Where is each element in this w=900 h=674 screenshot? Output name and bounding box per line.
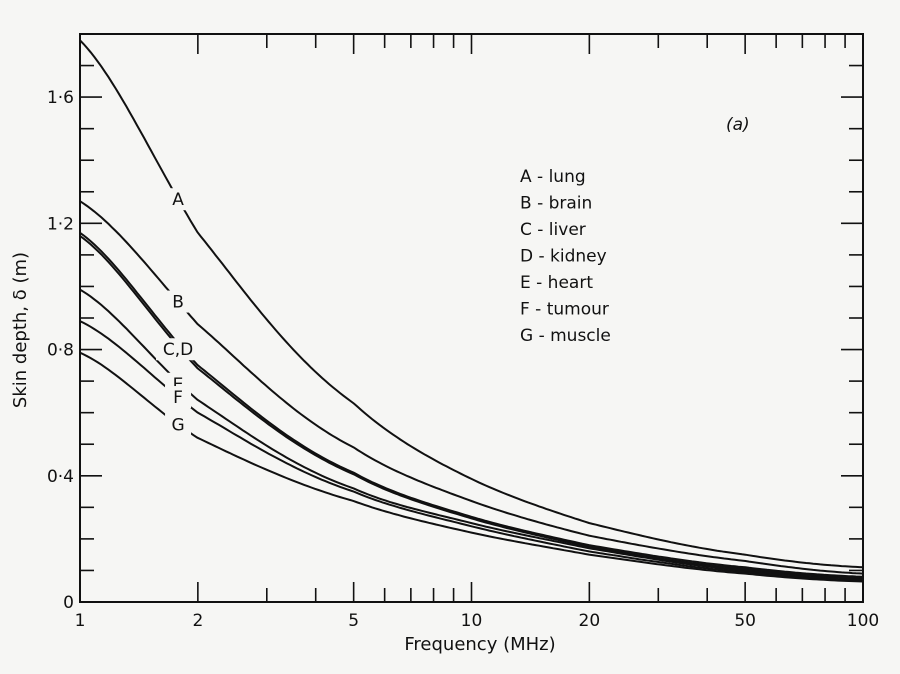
axis-ticks [79,33,864,603]
panel-label: (a) [726,115,750,135]
curve-label-gap [165,290,192,313]
curve-labels: A B C,D EFG [156,188,201,436]
x-tick-label: 1 [75,611,86,631]
x-tick-label: 10 [461,611,483,631]
curve-E [79,288,864,580]
y-tick-label: 0·8 [47,341,74,361]
y-tick-label: 0·4 [47,467,74,487]
y-tick-label: 1·2 [47,214,74,234]
legend-entry: A - lung [520,167,586,187]
curve-label-F: F [173,388,183,408]
x-tick-label: 100 [847,611,879,631]
legend-entry: C - liver [520,220,586,240]
curve-C [79,231,864,578]
curve-D [79,235,864,579]
legend-entry: E - heart [520,273,593,293]
curve-label-C: C,D [163,340,193,360]
x-tick-label: 50 [734,611,756,631]
legend-entry: G - muscle [520,326,611,346]
x-axis-title: Frequency (MHz) [404,634,555,655]
x-tick-label: 20 [579,611,601,631]
y-axis-title: Skin depth, δ (m) [10,252,31,408]
curves [79,39,864,583]
curve-label-gap [165,413,192,436]
tick-labels: 1 2 5 10 20 50 100 0 0·4 0·8 1·2 1·6 [47,88,879,631]
curve-label-gap [156,338,201,361]
curve-label-E: E [173,375,184,395]
y-tick-label: 0 [63,593,74,613]
curve-label-B: B [172,293,184,313]
legend-entry: B - brain [520,194,592,214]
curve-A [79,39,864,569]
curve-label-A: A [172,190,184,210]
x-tick-label: 2 [192,611,203,631]
curve-G [79,351,864,583]
curve-label-G: G [171,415,184,435]
x-tick-label: 5 [348,611,359,631]
curve-F [79,320,864,581]
curve-label-gap [165,188,192,211]
y-tick-label: 1·6 [47,88,74,108]
legend-entry: D - kidney [520,247,607,267]
curve-B [79,200,864,575]
curve-label-gap [165,386,192,409]
legend: A - lung B - brain C - liver D - kidney E - … [520,167,611,346]
legend-entry: F - tumour [520,300,609,320]
